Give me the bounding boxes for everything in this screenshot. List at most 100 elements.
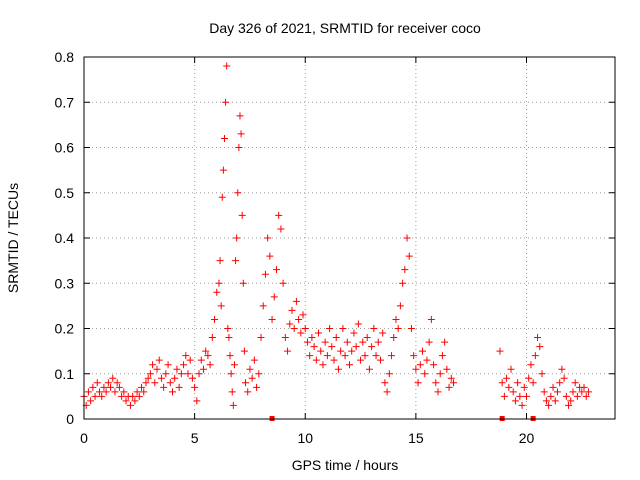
data-point <box>297 329 305 337</box>
data-point <box>549 383 557 391</box>
data-point <box>538 370 546 378</box>
data-point <box>334 365 342 373</box>
data-point <box>213 288 221 296</box>
y-tick-label: 0.6 <box>55 140 75 156</box>
data-point <box>319 361 327 369</box>
data-point <box>525 374 533 382</box>
data-point <box>229 401 237 409</box>
data-point <box>135 392 143 400</box>
data-point <box>215 279 223 287</box>
data-point <box>394 325 402 332</box>
data-point <box>434 388 442 396</box>
data-point <box>227 370 235 378</box>
data-point <box>303 338 311 346</box>
data-point <box>505 383 513 391</box>
data-point <box>430 361 438 369</box>
data-point <box>425 338 433 346</box>
y-tick-label: 0.4 <box>55 230 75 246</box>
data-point <box>396 302 404 310</box>
data-point <box>193 397 201 405</box>
data-point <box>177 370 185 378</box>
data-point <box>556 379 564 387</box>
data-point <box>423 356 431 364</box>
x-tick-label: 0 <box>80 430 88 446</box>
plot-frame <box>83 56 616 420</box>
data-point <box>511 397 519 405</box>
data-point <box>547 392 555 400</box>
data-point <box>264 234 272 242</box>
data-point <box>341 352 349 360</box>
data-point <box>250 356 258 364</box>
data-point <box>95 388 103 396</box>
data-point <box>348 347 356 355</box>
data-point <box>131 397 139 405</box>
data-point <box>399 279 407 287</box>
data-point <box>385 370 393 378</box>
data-point <box>155 356 163 364</box>
data-point <box>151 379 159 387</box>
data-point <box>232 257 240 265</box>
data-point <box>206 361 214 369</box>
data-point <box>403 234 411 242</box>
data-point <box>173 365 181 373</box>
data-point <box>392 315 400 323</box>
data-point <box>217 302 225 310</box>
data-point <box>350 329 358 337</box>
data-point <box>438 352 446 360</box>
data-point <box>242 379 250 387</box>
data-point <box>235 144 243 151</box>
data-point <box>115 383 123 391</box>
data-point <box>354 320 362 328</box>
data-point <box>332 334 340 342</box>
data-point <box>113 379 121 387</box>
data-point <box>449 379 457 387</box>
data-point <box>582 392 590 400</box>
data-point <box>553 388 561 396</box>
data-point <box>436 370 444 378</box>
data-point <box>277 225 285 233</box>
data-point <box>246 365 254 373</box>
data-point <box>120 388 128 396</box>
data-point <box>224 325 232 332</box>
data-point <box>569 388 577 396</box>
data-point <box>414 379 422 387</box>
data-point <box>496 347 504 355</box>
data-point <box>542 397 550 405</box>
data-point <box>169 388 176 396</box>
chart-title: Day 326 of 2021, SRMTID for receiver coc… <box>209 20 481 36</box>
data-point <box>238 211 246 219</box>
data-point <box>234 189 242 197</box>
data-point <box>286 320 294 328</box>
x-tick-label: 20 <box>519 430 535 446</box>
data-point <box>516 392 524 400</box>
data-point <box>93 379 101 387</box>
data-point <box>405 252 413 260</box>
data-point <box>191 383 199 391</box>
data-point <box>284 347 292 355</box>
data-point <box>551 397 559 405</box>
data-point <box>379 329 387 337</box>
x-axis-label: GPS time / hours <box>292 457 399 473</box>
data-point <box>109 374 117 382</box>
data-point <box>368 343 376 351</box>
data-point <box>567 397 575 405</box>
data-point <box>171 374 179 382</box>
data-point <box>301 325 309 332</box>
data-point <box>370 325 378 332</box>
data-point <box>328 343 336 351</box>
x-tick-label: 5 <box>191 430 199 446</box>
data-point <box>157 374 165 382</box>
data-point <box>410 352 418 360</box>
data-point <box>244 388 252 396</box>
data-point <box>562 392 570 400</box>
data-point <box>330 356 338 364</box>
data-point <box>197 356 205 364</box>
data-point <box>363 334 371 342</box>
data-point <box>91 392 99 400</box>
data-point <box>357 356 365 364</box>
data-point <box>337 347 345 355</box>
data-point <box>140 388 148 396</box>
data-point <box>401 266 409 274</box>
data-point <box>361 352 369 360</box>
data-point <box>315 329 323 337</box>
